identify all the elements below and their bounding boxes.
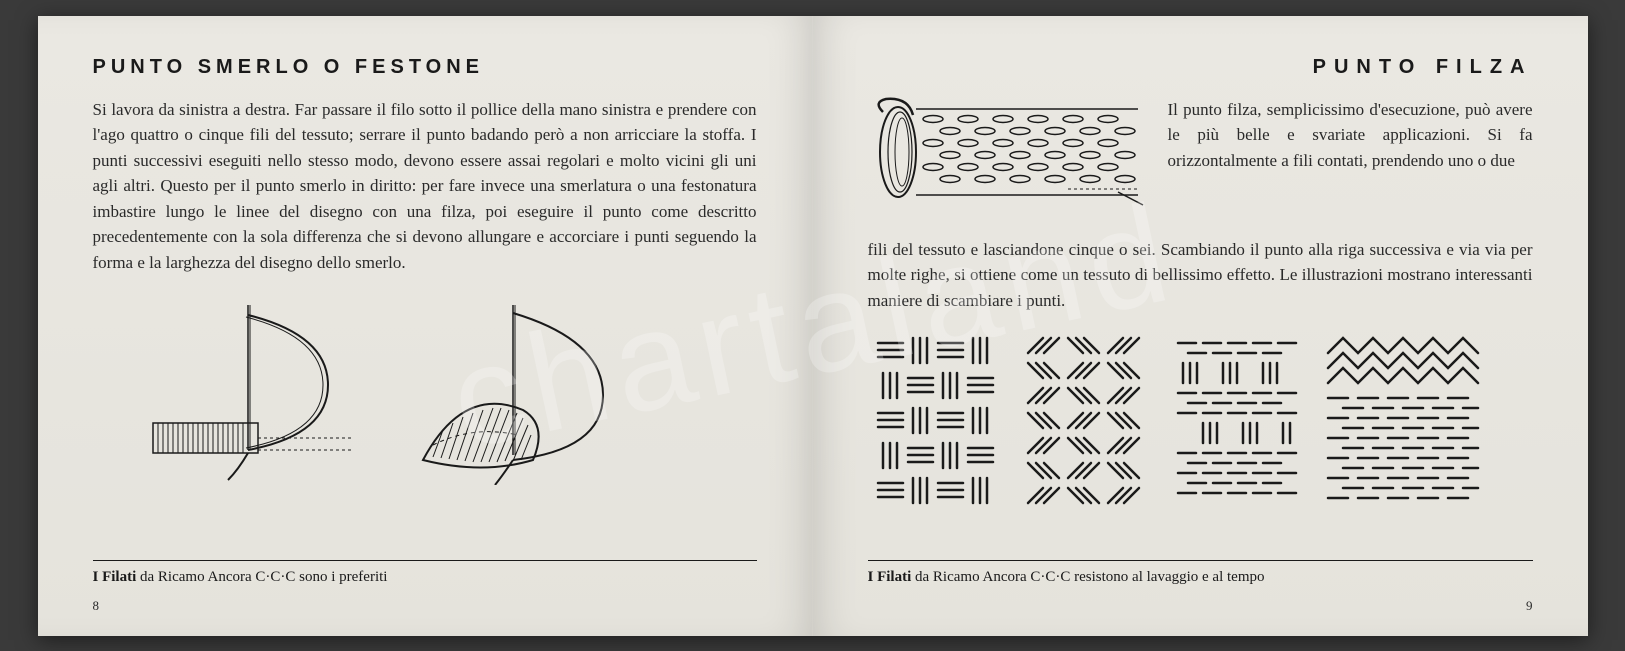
right-body-top-wrap: Il punto filza, semplicissimo d'esecuzio… [1168,97,1533,217]
smerlo-illustration [93,295,757,485]
right-footer: I Filati da Ricamo Ancora C·C·C resiston… [868,560,1533,586]
right-top-section: Il punto filza, semplicissimo d'esecuzio… [868,97,1533,217]
right-page: PUNTO FILZA [813,16,1588,636]
right-page-number: 9 [1526,598,1533,614]
right-page-title: PUNTO FILZA [868,56,1533,79]
right-footer-bold: I Filati [868,569,912,585]
left-footer-bold: I Filati [93,569,137,585]
filza-patterns-illustration [868,328,1533,508]
left-page-body: Si lavora da sinistra a destra. Far pass… [93,97,757,276]
patterns-svg [868,328,1488,508]
filza-svg [868,97,1148,217]
left-page-title: PUNTO SMERLO O FESTONE [93,56,757,79]
left-page: PUNTO SMERLO O FESTONE Si lavora da sini… [38,16,813,636]
filza-top-illustration [868,97,1148,217]
right-body-continue: fili del tessuto e lasciandone cinque o … [868,237,1533,314]
smerlo-svg [93,295,653,485]
left-footer-rest: da Ricamo Ancora C·C·C sono i preferiti [136,569,387,585]
book-spread: chartaland PUNTO SMERLO O FESTONE Si lav… [38,16,1588,636]
left-page-number: 8 [93,598,100,614]
right-footer-text: I Filati da Ricamo Ancora C·C·C resiston… [868,569,1533,586]
left-footer-text: I Filati da Ricamo Ancora C·C·C sono i p… [93,569,757,586]
left-footer: I Filati da Ricamo Ancora C·C·C sono i p… [93,560,757,586]
right-footer-rest: da Ricamo Ancora C·C·C resistono al lava… [911,569,1264,585]
right-body-top: Il punto filza, semplicissimo d'esecuzio… [1168,97,1533,174]
